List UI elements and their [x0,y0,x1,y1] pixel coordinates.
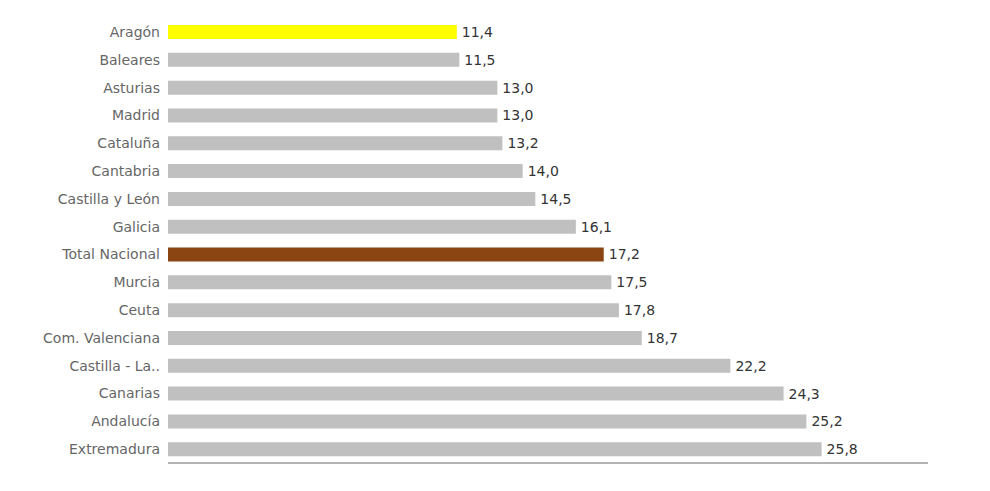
svg-text:14,5: 14,5 [540,191,571,207]
svg-text:11,5: 11,5 [464,52,495,68]
svg-text:Castilla y León: Castilla y León [58,191,160,207]
svg-text:25,8: 25,8 [827,441,858,457]
svg-text:Com. Valenciana: Com. Valenciana [43,330,160,346]
svg-text:Baleares: Baleares [99,52,160,68]
svg-text:Aragón: Aragón [110,24,160,40]
svg-text:25,2: 25,2 [811,413,842,429]
svg-text:Madrid: Madrid [112,107,160,123]
svg-text:13,0: 13,0 [502,80,533,96]
svg-text:13,0: 13,0 [502,107,533,123]
svg-text:17,8: 17,8 [624,302,655,318]
svg-text:Total Nacional: Total Nacional [61,246,160,262]
svg-text:22,2: 22,2 [735,358,766,374]
svg-text:Extremadura: Extremadura [69,441,160,457]
svg-text:13,2: 13,2 [507,135,538,151]
svg-text:11,4: 11,4 [462,24,493,40]
svg-text:Andalucía: Andalucía [91,413,160,429]
svg-text:Galicia: Galicia [113,219,160,235]
svg-text:16,1: 16,1 [581,219,612,235]
svg-text:Castilla - La..: Castilla - La.. [69,358,160,374]
svg-text:24,3: 24,3 [789,386,820,402]
svg-text:17,2: 17,2 [609,246,640,262]
svg-text:14,0: 14,0 [528,163,559,179]
svg-text:Canarias: Canarias [99,385,160,401]
svg-text:Cataluña: Cataluña [97,135,160,151]
svg-text:Cantabria: Cantabria [92,163,160,179]
svg-text:Murcia: Murcia [113,274,160,290]
svg-text:Asturias: Asturias [103,80,160,96]
svg-text:18,7: 18,7 [647,330,678,346]
svg-text:17,5: 17,5 [616,274,647,290]
svg-text:Ceuta: Ceuta [119,302,160,318]
